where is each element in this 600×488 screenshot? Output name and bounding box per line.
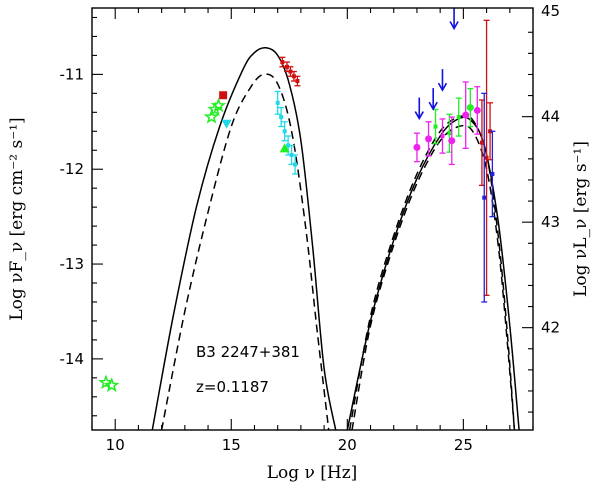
data-point-star xyxy=(203,108,220,124)
model-curve-ssc-low-a xyxy=(348,114,516,431)
error-bar-point xyxy=(295,79,300,84)
y-tick-label-right: 45 xyxy=(541,2,560,20)
y-tick-label-right: 43 xyxy=(541,213,560,231)
y-tick-label-right: 44 xyxy=(541,108,560,126)
x-axis-title: Log ν [Hz] xyxy=(267,463,358,483)
data-point-star xyxy=(98,374,114,390)
upper-limit-arrow-head xyxy=(428,101,438,111)
x-tick-label: 25 xyxy=(454,436,473,454)
error-bar-point xyxy=(288,69,293,74)
data-point-circle xyxy=(448,137,456,145)
data-point-triangle-up xyxy=(279,143,290,153)
data-point-circle xyxy=(462,111,470,119)
data-point-triangle-down xyxy=(221,119,232,129)
y-tick-label-left: -14 xyxy=(60,350,85,368)
data-points xyxy=(98,7,496,393)
error-bar-point xyxy=(447,131,452,136)
error-bar-point xyxy=(280,60,285,65)
error-bar-point xyxy=(293,162,298,167)
model-curve-ssc-high xyxy=(346,116,520,431)
model-curve-synchrotron-low xyxy=(160,73,330,431)
error-bar-point xyxy=(456,115,461,120)
y-axis-right-title: Log νL_ν [erg s⁻¹] xyxy=(571,141,591,297)
x-tick-label: 10 xyxy=(106,436,125,454)
y-tick-label-left: -12 xyxy=(60,160,85,178)
error-bar-point xyxy=(282,129,287,134)
data-point-circle xyxy=(473,106,481,114)
y-axis-left-title: Log νF_ν [erg cm⁻² s⁻¹] xyxy=(7,117,27,320)
plot-frame xyxy=(91,7,534,431)
data-point-square xyxy=(219,91,228,100)
error-bar-point xyxy=(286,143,291,148)
data-point-star xyxy=(103,377,120,393)
y-tick-label-left: -11 xyxy=(60,65,85,83)
data-point-circle xyxy=(466,104,474,112)
upper-limit-arrow-head xyxy=(437,82,448,92)
data-point-star xyxy=(207,101,223,117)
y-tick-label-left: -13 xyxy=(60,255,85,273)
y-tick-label-right: 42 xyxy=(541,319,560,337)
upper-limit-arrow-head xyxy=(449,21,459,31)
error-bar-point xyxy=(291,74,296,79)
x-tick-label: 15 xyxy=(222,436,241,454)
data-point-star xyxy=(210,97,227,113)
error-bar-point xyxy=(482,195,487,200)
error-bar-point xyxy=(289,152,294,157)
error-bar-point xyxy=(275,100,280,105)
redshift-label: z=0.1187 xyxy=(196,378,269,396)
source-name-label: B3 2247+381 xyxy=(196,343,300,361)
error-bar-point xyxy=(440,134,445,139)
error-bar-point xyxy=(433,124,438,129)
model-curves xyxy=(151,46,520,431)
error-bar-point xyxy=(490,171,495,176)
axis-ticks: 10 15 20 25 -14 -13 -12 -11 42 43 44 45 xyxy=(60,2,561,454)
error-bar-point xyxy=(284,64,289,69)
data-point-circle xyxy=(425,135,433,143)
data-point-circle xyxy=(413,143,421,151)
error-bar-point xyxy=(484,155,489,160)
upper-limit-arrow-head xyxy=(414,111,424,121)
error-bar-point xyxy=(479,140,484,145)
error-bar-point xyxy=(279,115,284,120)
model-curve-synchrotron-high xyxy=(151,46,337,431)
x-tick-label: 20 xyxy=(338,436,357,454)
